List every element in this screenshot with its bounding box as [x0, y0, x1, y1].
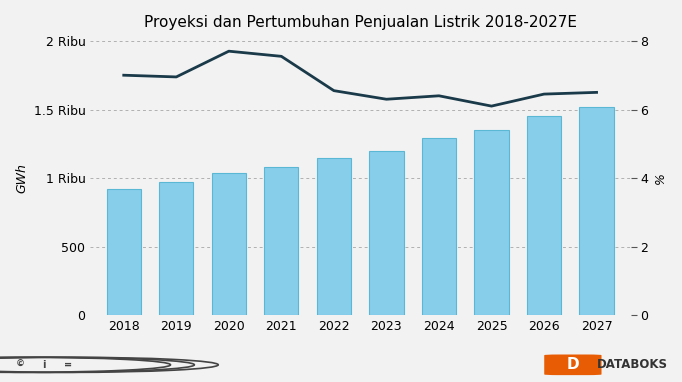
Text: =: =	[64, 360, 72, 370]
Text: DATABOKS: DATABOKS	[597, 358, 668, 371]
Bar	[475, 130, 509, 316]
Bar	[159, 182, 194, 316]
Bar	[370, 151, 404, 316]
Bar	[527, 117, 561, 316]
Title: Proyeksi dan Pertumbuhan Penjualan Listrik 2018-2027E: Proyeksi dan Pertumbuhan Penjualan Listr…	[144, 15, 577, 30]
FancyBboxPatch shape	[544, 354, 602, 375]
Bar	[422, 138, 456, 316]
Bar	[211, 173, 246, 316]
Text: i: i	[42, 360, 46, 370]
Bar	[265, 167, 299, 316]
Text: D: D	[567, 357, 579, 372]
Text: ©: ©	[16, 360, 25, 369]
Bar	[580, 107, 614, 316]
Y-axis label: %: %	[654, 172, 667, 184]
Bar	[106, 189, 140, 316]
Bar	[317, 158, 351, 316]
Y-axis label: GWh: GWh	[15, 163, 28, 193]
